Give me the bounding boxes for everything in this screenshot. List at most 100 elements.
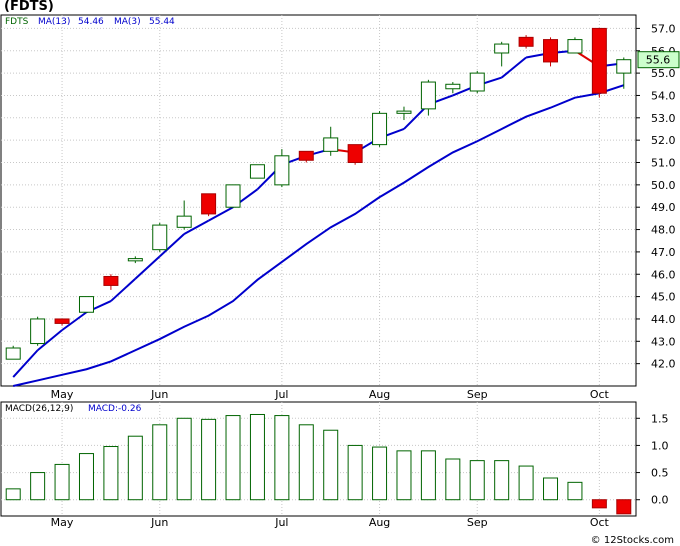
macd-bar bbox=[567, 481, 583, 501]
price-x-tick-label: Oct bbox=[590, 388, 610, 401]
macd-bar bbox=[54, 463, 70, 501]
macd-bar bbox=[518, 465, 534, 501]
macd-bar bbox=[249, 413, 265, 501]
price-y-tick-label: 49.0 bbox=[651, 201, 676, 214]
macd-bar bbox=[30, 472, 46, 501]
macd-title: MACD(26,12,9) bbox=[5, 404, 73, 414]
candle-body bbox=[249, 164, 265, 179]
legend-symbol: FDTS bbox=[5, 17, 29, 27]
candle-body bbox=[298, 150, 314, 161]
candle-body bbox=[445, 83, 461, 90]
candle-body bbox=[494, 43, 510, 54]
macd-bar bbox=[274, 415, 290, 501]
price-x-tick-label: Jul bbox=[274, 388, 288, 401]
price-y-tick-label: 42.0 bbox=[651, 358, 676, 371]
candle-body bbox=[591, 27, 607, 94]
price-panel-frame bbox=[0, 14, 637, 387]
macd-bar bbox=[225, 415, 241, 501]
price-x-tick-label: Jun bbox=[150, 388, 168, 401]
ma3-line-segment bbox=[36, 329, 63, 352]
price-y-tick-label: 57.0 bbox=[651, 22, 676, 35]
legend-ma13-label: MA(13) bbox=[38, 17, 70, 27]
candle-body bbox=[54, 318, 70, 324]
price-y-tick-label: 48.0 bbox=[651, 224, 676, 237]
candle-body bbox=[225, 184, 241, 208]
candle-body bbox=[347, 144, 363, 164]
price-y-tick-label: 45.0 bbox=[651, 291, 676, 304]
candle-body bbox=[176, 215, 192, 228]
macd-y-tick-label: 0.5 bbox=[651, 467, 669, 480]
ma3-line-segment bbox=[12, 349, 39, 378]
macd-bar bbox=[176, 417, 192, 501]
candle-body bbox=[567, 39, 583, 54]
macd-x-tick-label: May bbox=[51, 516, 74, 529]
macd-x-tick-label: Jun bbox=[150, 516, 168, 529]
ma3-line-segment bbox=[183, 219, 210, 235]
macd-bar bbox=[347, 444, 363, 501]
legend-ma3-label: MA(3) bbox=[114, 17, 141, 27]
macd-y-tick-label: 0.0 bbox=[651, 494, 669, 507]
macd-bar bbox=[543, 477, 559, 501]
macd-y-tick-label: 1.0 bbox=[651, 439, 669, 452]
macd-bar bbox=[445, 458, 461, 501]
price-y-tick-label: 44.0 bbox=[651, 313, 676, 326]
candle-body bbox=[5, 347, 21, 360]
candle-body bbox=[616, 59, 632, 74]
price-x-tick-label: Aug bbox=[369, 388, 390, 401]
macd-bar bbox=[494, 460, 510, 501]
macd-value-label: MACD:-0.26 bbox=[88, 404, 142, 414]
macd-bar bbox=[469, 460, 485, 501]
price-y-tick-label: 53.0 bbox=[651, 112, 676, 125]
price-y-tick-label: 47.0 bbox=[651, 246, 676, 259]
macd-x-tick-label: Sep bbox=[467, 516, 488, 529]
last-price-label: 55.6 bbox=[646, 54, 671, 67]
chart-title: (FDTS) bbox=[4, 0, 54, 14]
candle-body bbox=[518, 36, 534, 47]
macd-bar bbox=[298, 424, 314, 501]
last-price-badge bbox=[637, 51, 680, 69]
macd-bar bbox=[152, 424, 168, 501]
ma3-line-segment bbox=[61, 311, 88, 331]
price-y-tick-label: 50.0 bbox=[651, 179, 676, 192]
macd-x-tick-label: Jul bbox=[274, 516, 288, 529]
ma13-line bbox=[12, 84, 625, 387]
ma3-line-segment bbox=[501, 56, 527, 79]
macd-x-tick-label: Aug bbox=[369, 516, 390, 529]
macd-bar bbox=[372, 446, 388, 501]
macd-bar bbox=[323, 429, 339, 501]
candle-body bbox=[103, 275, 119, 286]
legend-ma13-value: 54.46 bbox=[78, 17, 104, 27]
candle-body bbox=[396, 110, 412, 114]
price-x-tick-label: Sep bbox=[467, 388, 488, 401]
price-y-tick-label: 46.0 bbox=[651, 268, 676, 281]
candle-body bbox=[201, 193, 217, 215]
ma3-line-segment bbox=[134, 255, 161, 280]
price-y-tick-label: 43.0 bbox=[651, 335, 676, 348]
macd-bar bbox=[127, 435, 143, 501]
candle-body bbox=[323, 137, 339, 152]
price-y-tick-label: 51.0 bbox=[651, 157, 676, 170]
ma3-line-segment bbox=[208, 206, 234, 222]
ma3-line-segment bbox=[159, 233, 185, 258]
price-x-tick-label: May bbox=[51, 388, 74, 401]
macd-y-tick-label: 1.5 bbox=[651, 412, 669, 425]
credit-text: © 12Stocks.com bbox=[590, 535, 674, 546]
price-y-tick-label: 54.0 bbox=[651, 89, 676, 102]
price-y-tick-label: 55.0 bbox=[651, 67, 676, 80]
macd-bar bbox=[396, 450, 412, 501]
candle-body bbox=[78, 296, 94, 313]
candle-body bbox=[274, 155, 290, 186]
macd-bar bbox=[78, 453, 94, 501]
macd-bar bbox=[201, 418, 217, 501]
candle-body bbox=[30, 318, 46, 345]
legend-ma3-value: 55.44 bbox=[149, 17, 175, 27]
macd-bar bbox=[420, 450, 436, 501]
price-y-tick-label: 52.0 bbox=[651, 134, 676, 147]
macd-bar bbox=[591, 499, 607, 509]
macd-bar bbox=[616, 499, 632, 515]
macd-bar bbox=[5, 488, 21, 501]
macd-bar bbox=[103, 446, 119, 501]
candle-body bbox=[420, 81, 436, 110]
candle-body bbox=[543, 39, 559, 63]
